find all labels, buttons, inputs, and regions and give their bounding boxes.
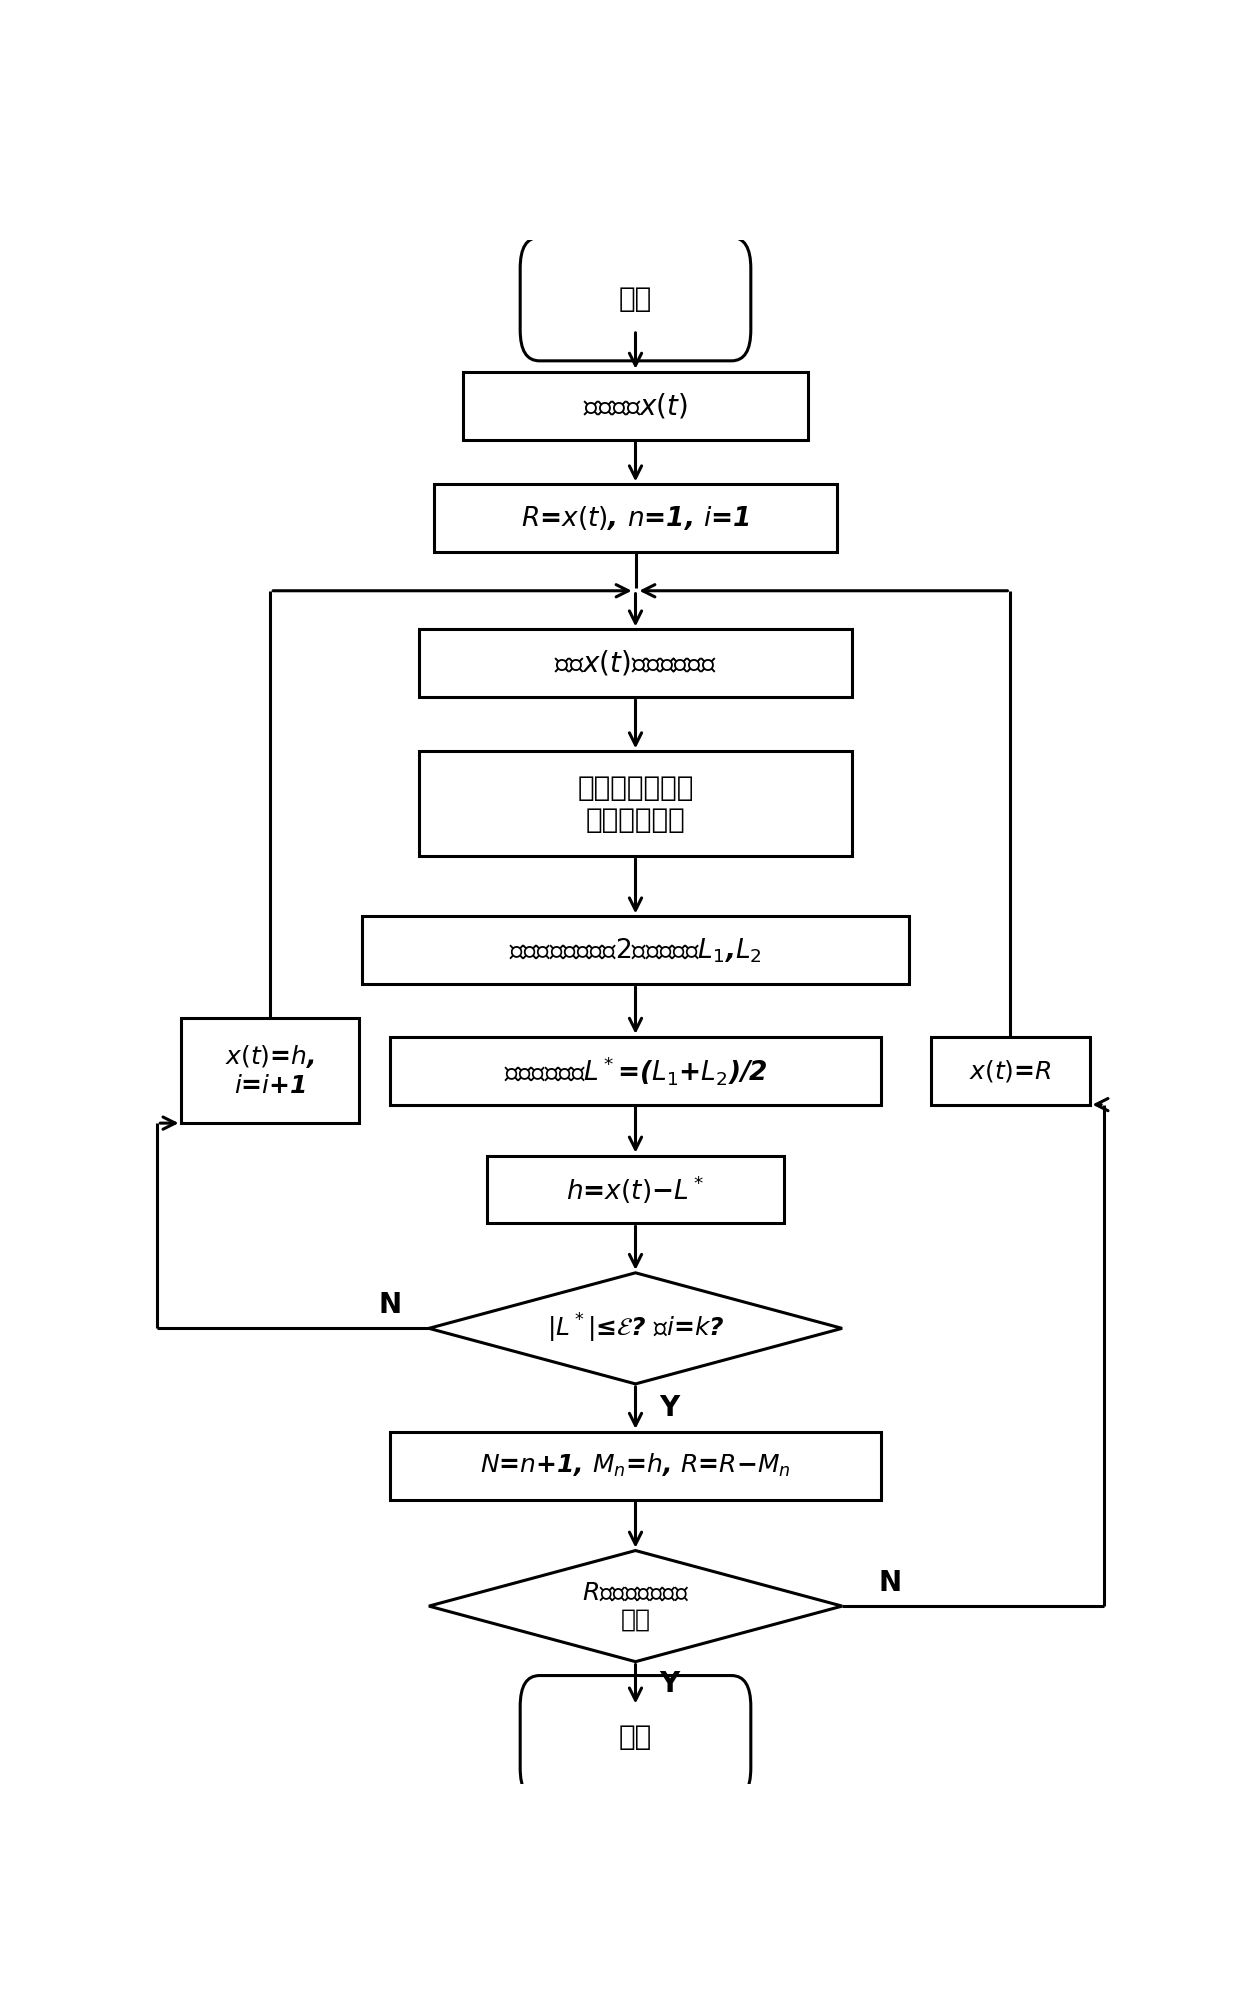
Text: $x(t)$=$h$,
$i$=$i$+1: $x(t)$=$h$, $i$=$i$+1 [226, 1044, 315, 1098]
Bar [181, 1018, 360, 1122]
Text: $h$=$x(t)$−$L^*$: $h$=$x(t)$−$L^*$ [567, 1172, 704, 1206]
Text: 利用所得中点构造$2$条插値曲线$L_1$,$L_2$: 利用所得中点构造$2$条插値曲线$L_1$,$L_2$ [510, 936, 761, 964]
Bar [434, 485, 837, 553]
Text: 计算均値曲线$L^*$=($L_1$+$L_2$)/2: 计算均値曲线$L^*$=($L_1$+$L_2$)/2 [503, 1054, 768, 1086]
Text: $x(t)$=$R$: $x(t)$=$R$ [968, 1058, 1052, 1084]
Text: 连接相邻极値点
并确定其中点: 连接相邻极値点 并确定其中点 [578, 774, 693, 834]
Text: 确定$x(t)$的局部极値点: 确定$x(t)$的局部极値点 [554, 649, 717, 677]
Text: Y: Y [658, 1395, 680, 1421]
Bar [486, 1156, 785, 1222]
Text: $R$只剩一定数量极
点？: $R$只剩一定数量极 点？ [582, 1581, 689, 1631]
Polygon shape [429, 1273, 842, 1385]
Text: 开始: 开始 [619, 285, 652, 313]
Text: Y: Y [658, 1669, 680, 1697]
Text: N: N [879, 1569, 901, 1597]
Text: N: N [379, 1291, 402, 1319]
Text: 结束: 结束 [619, 1723, 652, 1751]
FancyBboxPatch shape [521, 236, 751, 361]
Bar [391, 1431, 880, 1499]
Bar [931, 1036, 1090, 1104]
Bar [419, 752, 852, 856]
Bar [362, 916, 909, 984]
Polygon shape [429, 1551, 842, 1661]
Bar [391, 1036, 880, 1104]
Text: $N$=$n$+1, $M_n$=$h$, $R$=$R$−$M_n$: $N$=$n$+1, $M_n$=$h$, $R$=$R$−$M_n$ [480, 1453, 791, 1479]
FancyBboxPatch shape [521, 1675, 751, 1800]
Bar [463, 371, 808, 439]
Text: $|L^*|$≤$\mathcal{E}$? 或$i$=$k$?: $|L^*|$≤$\mathcal{E}$? 或$i$=$k$? [547, 1313, 724, 1345]
Text: $R$=$x(t)$, $n$=1, $i$=1: $R$=$x(t)$, $n$=1, $i$=1 [521, 505, 750, 533]
Text: 输入信号$x(t)$: 输入信号$x(t)$ [583, 391, 688, 421]
Bar [419, 629, 852, 697]
